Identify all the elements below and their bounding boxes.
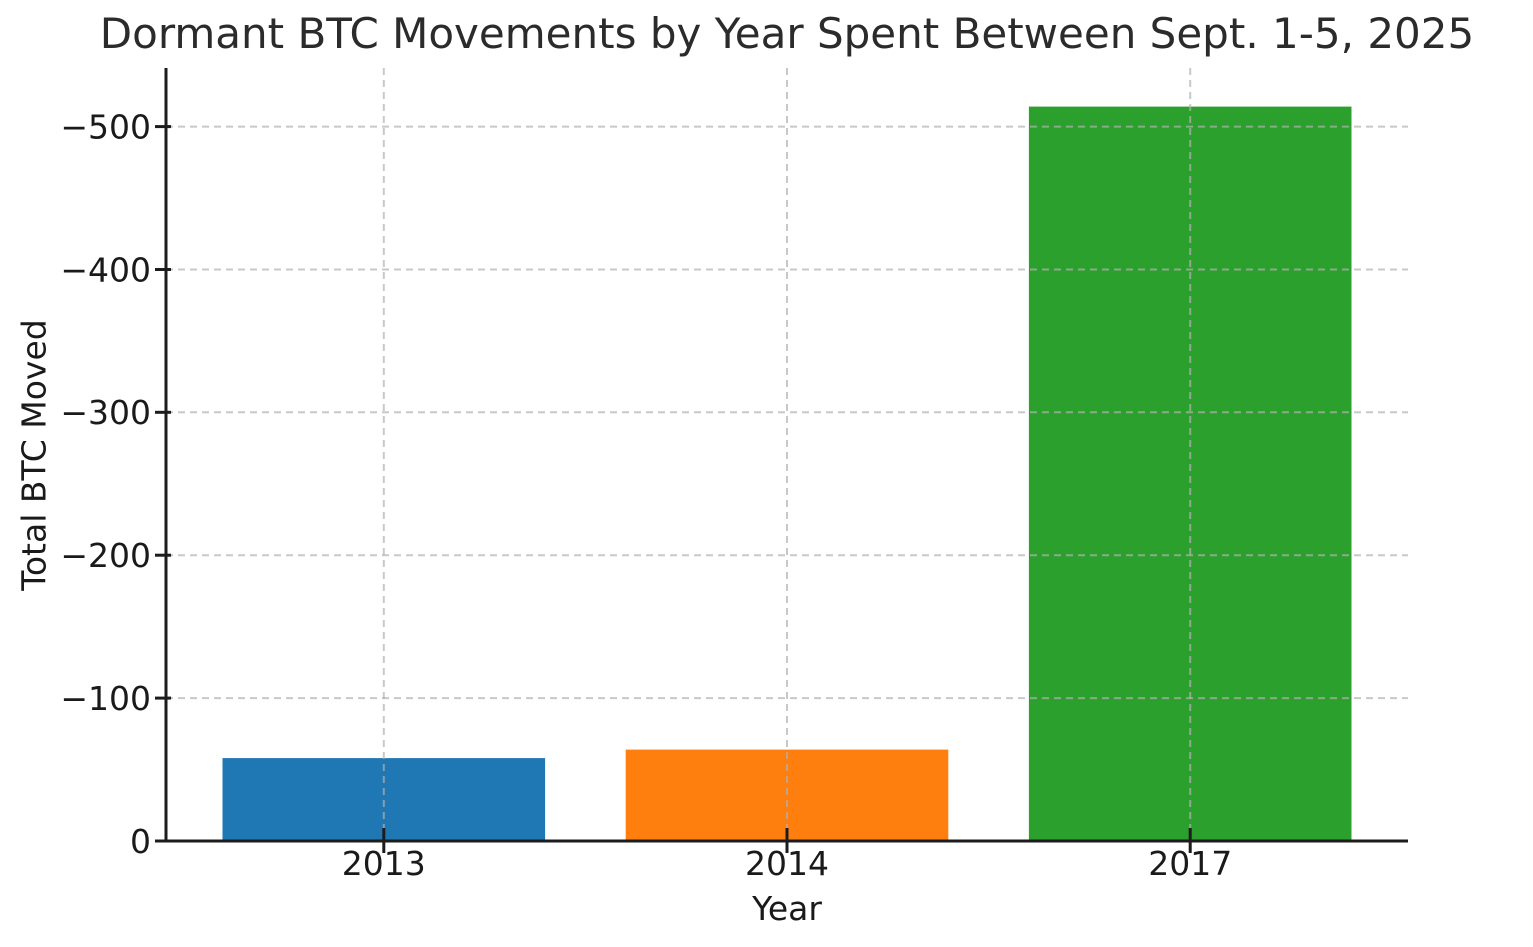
y-tick-label-0: 0	[130, 822, 151, 861]
y-tick-label-−100: −100	[60, 679, 151, 718]
y-tick-label-−400: −400	[60, 250, 151, 289]
y-tick-label-−200: −200	[60, 536, 151, 575]
x-tick-label-2013: 2013	[342, 844, 426, 883]
x-axis-label: Year	[752, 889, 822, 928]
y-tick-label-−500: −500	[60, 107, 151, 146]
x-tick-label-2017: 2017	[1148, 844, 1232, 883]
x-tick-label-2014: 2014	[745, 844, 829, 883]
y-axis-label: Total BTC Moved	[14, 319, 54, 591]
chart-title: Dormant BTC Movements by Year Spent Betw…	[99, 9, 1475, 58]
y-tick-label-−300: −300	[60, 393, 151, 432]
